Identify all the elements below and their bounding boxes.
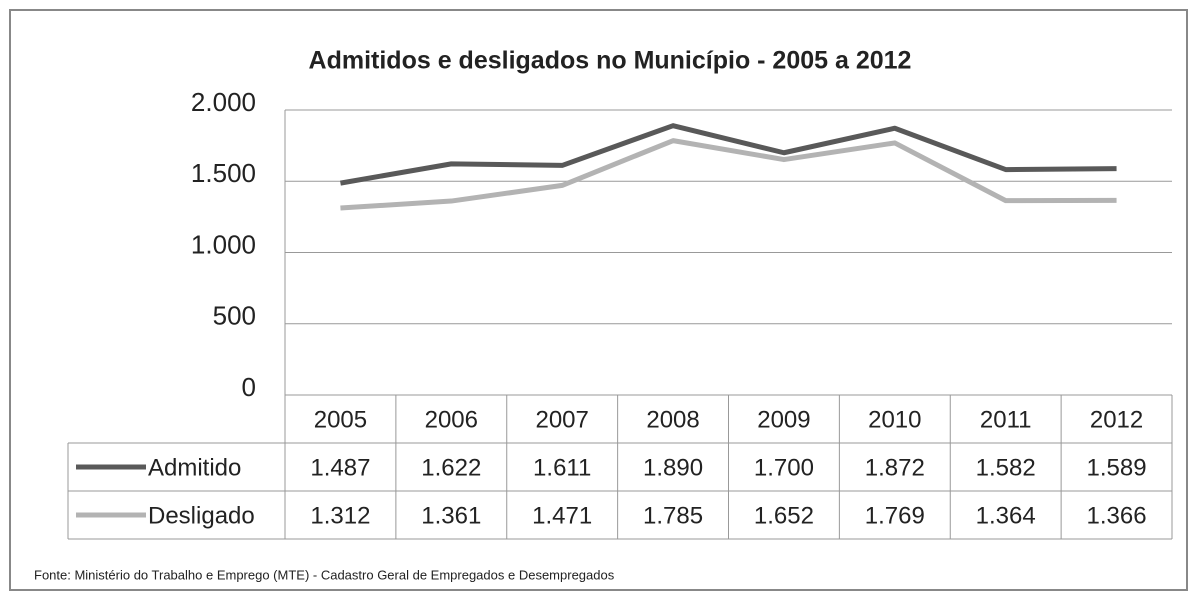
data-line [340,123,1117,186]
table-value: 1.582 [976,454,1036,481]
x-tick-label: 2012 [1090,406,1143,433]
table-value: 1.890 [643,454,703,481]
data-line [340,138,1117,211]
table-value: 1.364 [976,502,1036,529]
table-value: 1.312 [310,502,370,529]
x-tick-label: 2008 [646,406,699,433]
y-tick-label: 1.000 [191,229,256,259]
x-tick-label: 2006 [425,406,478,433]
x-tick-label: 2011 [980,406,1032,433]
table-value: 1.700 [754,454,814,481]
x-tick-label: 2007 [535,406,588,433]
y-tick-label: 1.500 [191,158,256,188]
table-value: 1.366 [1087,502,1147,529]
y-tick-label: 2.000 [191,87,256,117]
source-note: Fonte: Ministério do Trabalho e Emprego … [34,567,615,582]
x-tick-label: 2009 [757,406,810,433]
table-value: 1.769 [865,502,925,529]
table-value: 1.611 [533,454,591,481]
table-value: 1.622 [421,454,481,481]
chart-border [9,9,1188,591]
x-tick-label: 2010 [868,406,921,433]
table-value: 1.471 [532,502,592,529]
legend-label: Desligado [148,502,255,529]
table-value: 1.487 [310,454,370,481]
y-tick-label: 0 [242,372,256,402]
chart-title: Admitidos e desligados no Município - 20… [309,47,912,75]
table-value: 1.785 [643,502,703,529]
table-value: 1.361 [421,502,481,529]
y-tick-label: 500 [213,301,256,331]
legend-label: Admitido [148,454,241,481]
table-value: 1.872 [865,454,925,481]
x-tick-label: 2005 [314,406,367,433]
table-value: 1.589 [1087,454,1147,481]
table-value: 1.652 [754,502,814,529]
